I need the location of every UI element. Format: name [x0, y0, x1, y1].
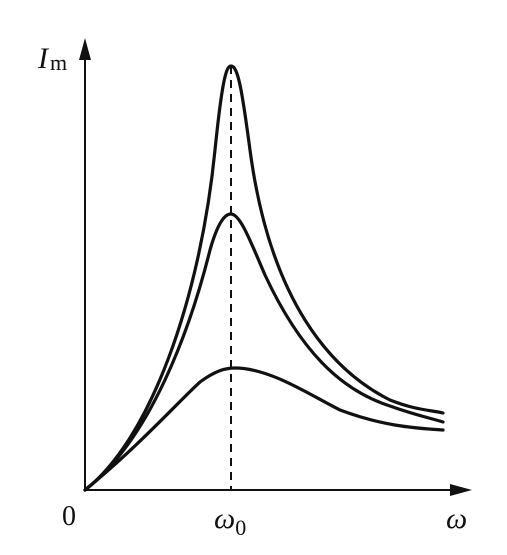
x-axis-arrow: [450, 484, 472, 496]
y-axis-label: Im: [37, 42, 67, 75]
resonance-label: ω0: [214, 502, 246, 540]
y-label-symbol: I: [37, 42, 50, 75]
x-axis-label: ω: [446, 502, 467, 535]
resonance-symbol: ω: [214, 502, 235, 535]
resonance-subscript: 0: [235, 515, 246, 540]
origin-label: 0: [62, 501, 76, 532]
curve-high-q: [83, 64, 445, 492]
y-label-subscript: m: [50, 50, 67, 75]
y-axis-arrow: [79, 38, 91, 60]
curve-low-q: [83, 366, 445, 492]
curve-mid-q: [83, 212, 445, 492]
